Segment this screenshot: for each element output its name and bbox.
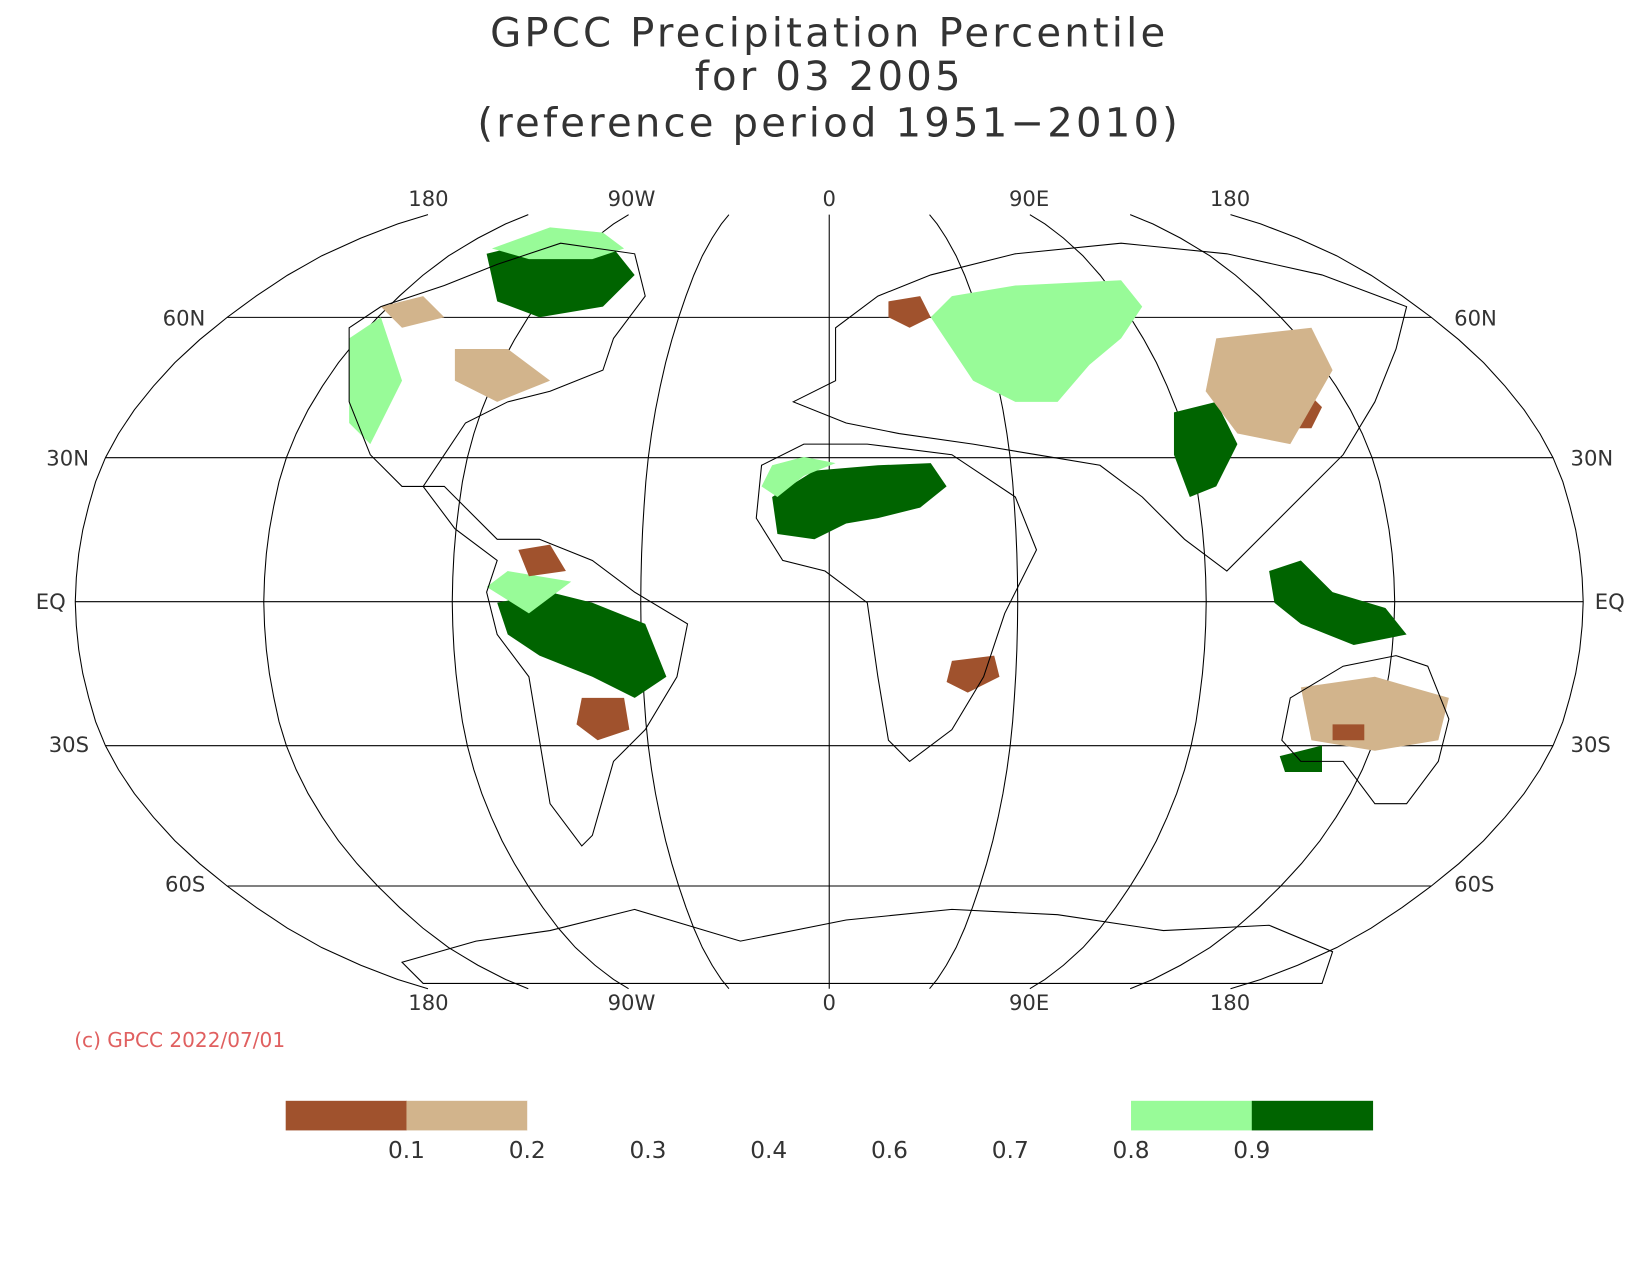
- legend-tick-label: 0.3: [629, 1137, 666, 1164]
- legend-swatch: [285, 1100, 407, 1131]
- legend-swatch: [768, 1100, 891, 1131]
- lat-label: EQ: [36, 589, 66, 614]
- legend-swatch: [527, 1100, 649, 1131]
- lon-label: 90W: [608, 990, 656, 1015]
- lon-label: 90W: [608, 186, 656, 211]
- legend-tick-label: 0.6: [871, 1137, 908, 1164]
- legend-tick-label: 0.2: [509, 1137, 546, 1164]
- legend-swatch: [1251, 1100, 1374, 1131]
- coastlines: [348, 242, 1450, 984]
- lat-label: 60N: [1454, 306, 1497, 331]
- graticule: [74, 214, 1584, 990]
- lon-label: 90E: [1009, 186, 1049, 211]
- legend-swatch: [406, 1100, 528, 1131]
- legend: 0.1 0.2 0.3 0.4 0.6 0.7 0.8 0.9: [285, 1100, 1374, 1164]
- lon-label: 0: [823, 990, 836, 1015]
- legend-tick-label: 0.9: [1233, 1137, 1270, 1164]
- land-patches: [349, 227, 1449, 772]
- lat-label: 30N: [46, 445, 89, 470]
- lat-label: 30S: [49, 732, 89, 757]
- legend-swatch: [647, 1100, 770, 1131]
- lat-label: 60N: [163, 306, 206, 331]
- title-line: for 03 2005: [695, 54, 964, 100]
- lon-label: 180: [408, 990, 448, 1015]
- lon-label: 90E: [1009, 990, 1049, 1015]
- lat-label: EQ: [1595, 589, 1625, 614]
- lon-label: 0: [823, 186, 836, 211]
- legend-tick-label: 0.1: [388, 1137, 425, 1164]
- lat-label: 60S: [165, 871, 205, 896]
- lat-label: 60S: [1454, 871, 1494, 896]
- legend-tick-label: 0.4: [750, 1137, 787, 1164]
- lat-label: 30N: [1571, 445, 1614, 470]
- title-line: GPCC Precipitation Percentile: [490, 11, 1168, 57]
- legend-swatch: [889, 1100, 1011, 1131]
- legend-tick-label: 0.7: [992, 1137, 1029, 1164]
- lon-label: 180: [1210, 990, 1250, 1015]
- lon-label: 180: [408, 186, 448, 211]
- legend-tick-label: 0.8: [1113, 1137, 1150, 1164]
- title-line: (reference period 1951−2010): [477, 100, 1181, 146]
- credit: (c) GPCC 2022/07/01: [74, 1028, 285, 1052]
- lat-label: 30S: [1571, 732, 1611, 757]
- lon-label: 180: [1210, 186, 1250, 211]
- legend-swatch: [1131, 1100, 1253, 1131]
- legend-swatch: [1010, 1100, 1132, 1131]
